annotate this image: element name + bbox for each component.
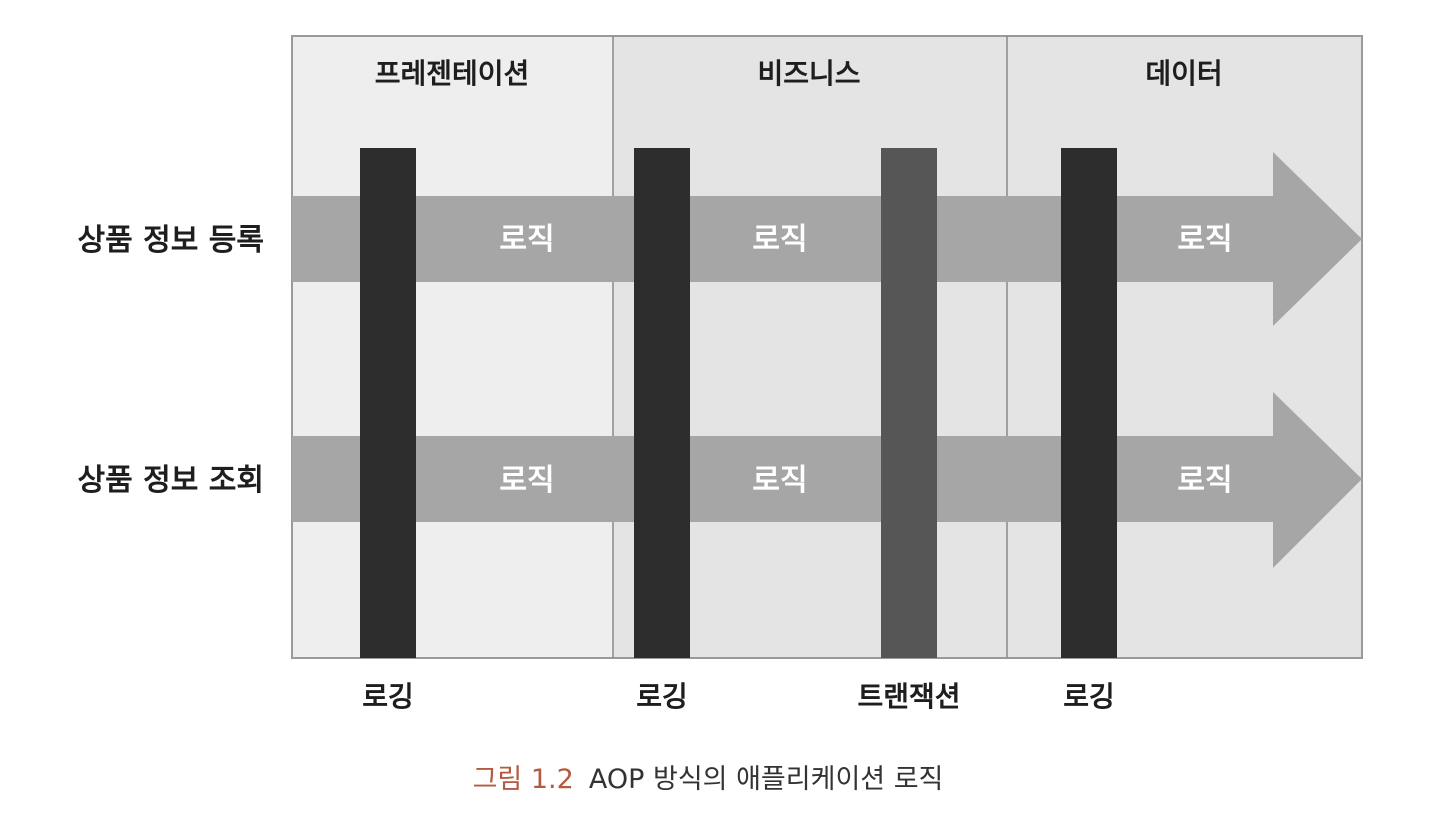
- logic-label: 로직: [1177, 222, 1232, 257]
- aspect-label-transaction: 트랜잭션: [857, 680, 960, 713]
- layer-titles: 프레젠테이션 비즈니스 데이터: [375, 57, 1223, 90]
- aspect-bars: [360, 148, 1117, 658]
- row-labels: 상품 정보 등록 상품 정보 조회: [78, 223, 265, 498]
- layer-title-data: 데이터: [1145, 57, 1222, 90]
- aspect-bar-logging: [360, 148, 416, 658]
- aspect-bar-logging: [1061, 148, 1117, 658]
- caption-text: AOP 방식의 애플리케이션 로직: [589, 764, 944, 795]
- flow-arrow-register: [292, 152, 1362, 326]
- layer-columns: [292, 36, 1362, 658]
- row-label-query: 상품 정보 조회: [78, 463, 265, 498]
- frame-border: [291, 35, 1363, 659]
- layer-data-bg: [1007, 36, 1362, 658]
- aspect-bar-logging: [634, 148, 690, 658]
- row-label-register: 상품 정보 등록: [78, 223, 265, 258]
- layer-presentation-bg: [292, 36, 613, 658]
- aspect-label-logging: 로깅: [1063, 680, 1115, 713]
- aspect-label-logging: 로깅: [636, 680, 688, 713]
- figure-caption: 그림 1.2 AOP 방식의 애플리케이션 로직: [473, 764, 944, 795]
- logic-label: 로직: [752, 222, 807, 257]
- aspect-bar-transaction: [881, 148, 937, 658]
- layer-title-presentation: 프레젠테이션: [375, 57, 530, 90]
- logic-label: 로직: [752, 463, 807, 498]
- diagram-frame: [291, 35, 1363, 659]
- aspect-label-logging: 로깅: [362, 680, 414, 713]
- logic-label: 로직: [1177, 463, 1232, 498]
- layer-title-business: 비즈니스: [757, 57, 860, 90]
- logic-label: 로직: [499, 463, 554, 498]
- logic-labels: 로직 로직 로직 로직 로직 로직: [499, 222, 1232, 498]
- aspect-labels: 로깅 로깅 트랜잭션 로깅: [362, 680, 1115, 713]
- caption-number: 그림 1.2: [473, 764, 574, 795]
- logic-label: 로직: [499, 222, 554, 257]
